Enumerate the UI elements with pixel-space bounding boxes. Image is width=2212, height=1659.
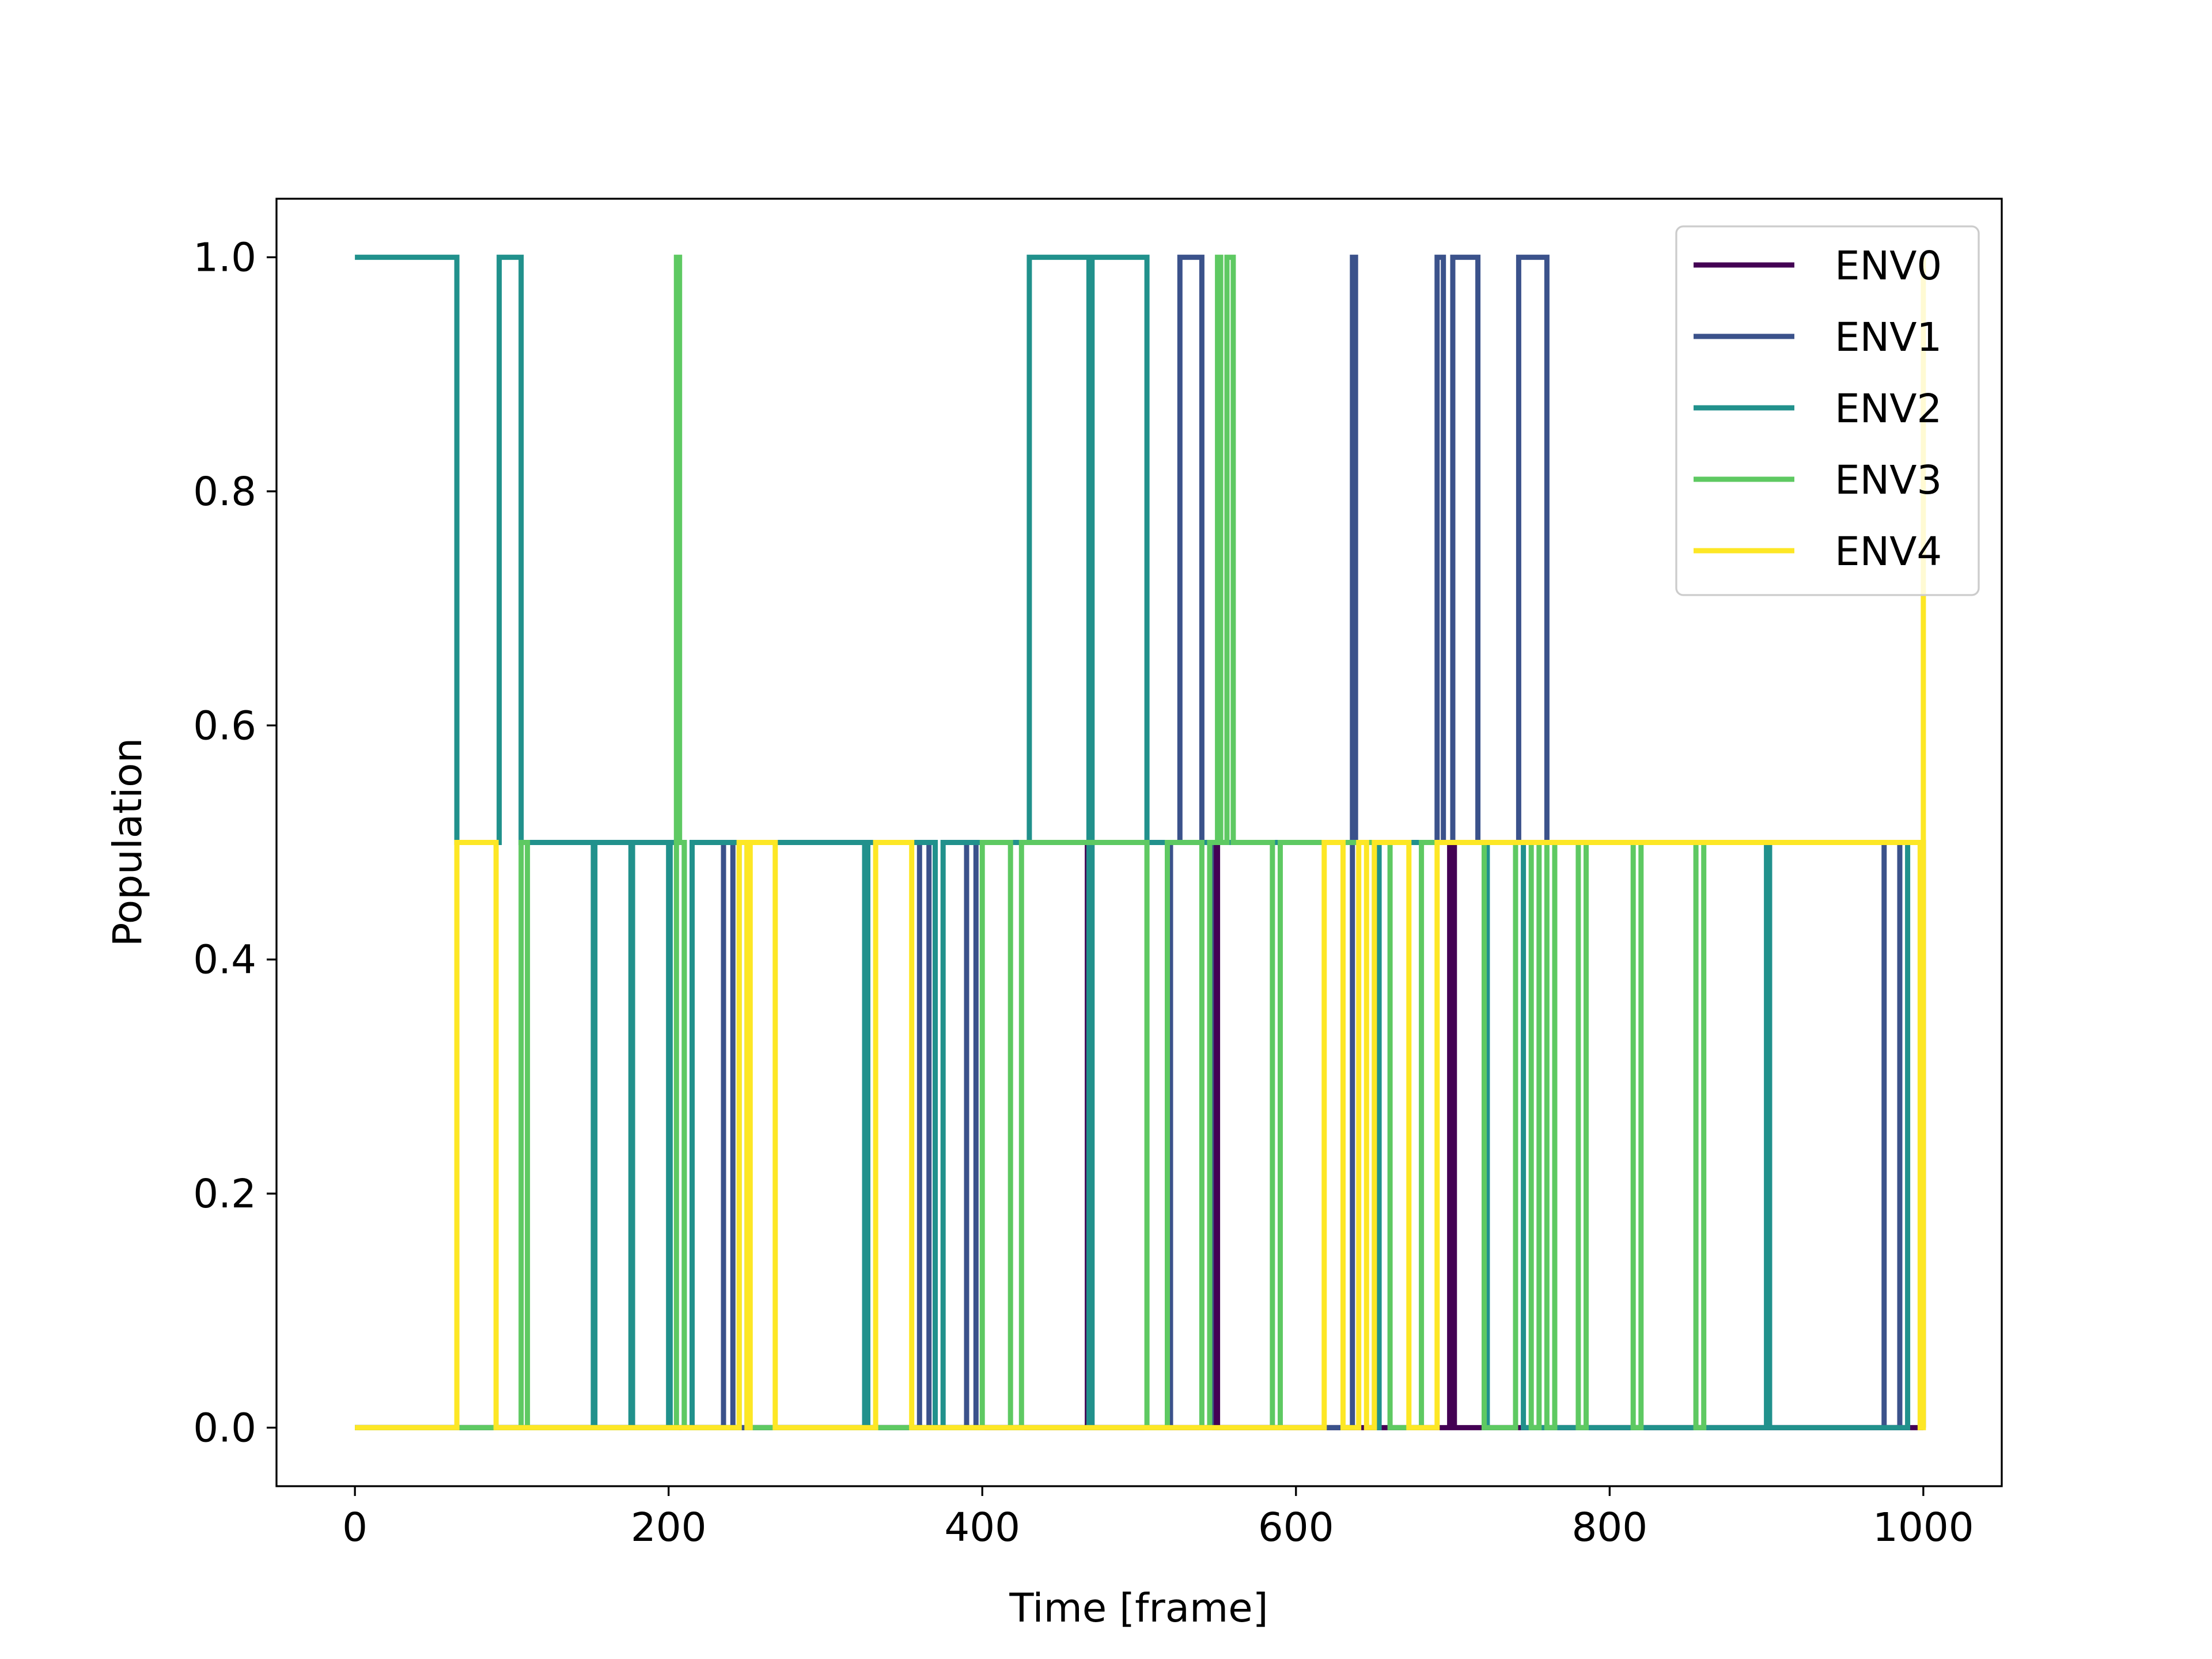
- series-line-env4: [355, 257, 1926, 1430]
- x-tick-label: 200: [631, 1505, 707, 1551]
- legend-label-env1: ENV1: [1835, 315, 1942, 361]
- y-tick-label: 0.6: [193, 703, 256, 749]
- legend-box: [1675, 225, 1980, 596]
- y-axis: 0.0 0.2 0.4 0.6 0.8 1.0: [193, 235, 276, 1451]
- y-tick-label: 0.2: [193, 1171, 256, 1217]
- legend-label-env2: ENV2: [1835, 386, 1942, 432]
- x-axis: 0 200 400 600 800 1000: [342, 1486, 1974, 1551]
- legend-label-env4: ENV4: [1835, 529, 1942, 575]
- x-tick-label: 1000: [1873, 1505, 1974, 1551]
- legend-label-env3: ENV3: [1835, 457, 1942, 503]
- x-tick-label: 0: [342, 1505, 368, 1551]
- y-tick-label: 0.4: [193, 937, 256, 983]
- legend-label-env0: ENV0: [1835, 243, 1942, 289]
- x-tick-label: 800: [1571, 1505, 1647, 1551]
- y-tick-label: 0.8: [193, 469, 256, 515]
- y-axis-label: Population: [105, 738, 151, 947]
- y-tick-label: 1.0: [193, 235, 256, 281]
- x-axis-label: Time [frame]: [1009, 1585, 1268, 1631]
- x-tick-label: 400: [944, 1505, 1020, 1551]
- x-tick-label: 600: [1258, 1505, 1334, 1551]
- series-layer: [355, 255, 1926, 1430]
- legend: ENV0 ENV1 ENV2 ENV3 ENV4: [1675, 225, 1980, 596]
- plot-frame: [275, 198, 2003, 1487]
- series-line-env2: [355, 255, 1923, 1430]
- y-tick-label: 0.0: [193, 1405, 256, 1451]
